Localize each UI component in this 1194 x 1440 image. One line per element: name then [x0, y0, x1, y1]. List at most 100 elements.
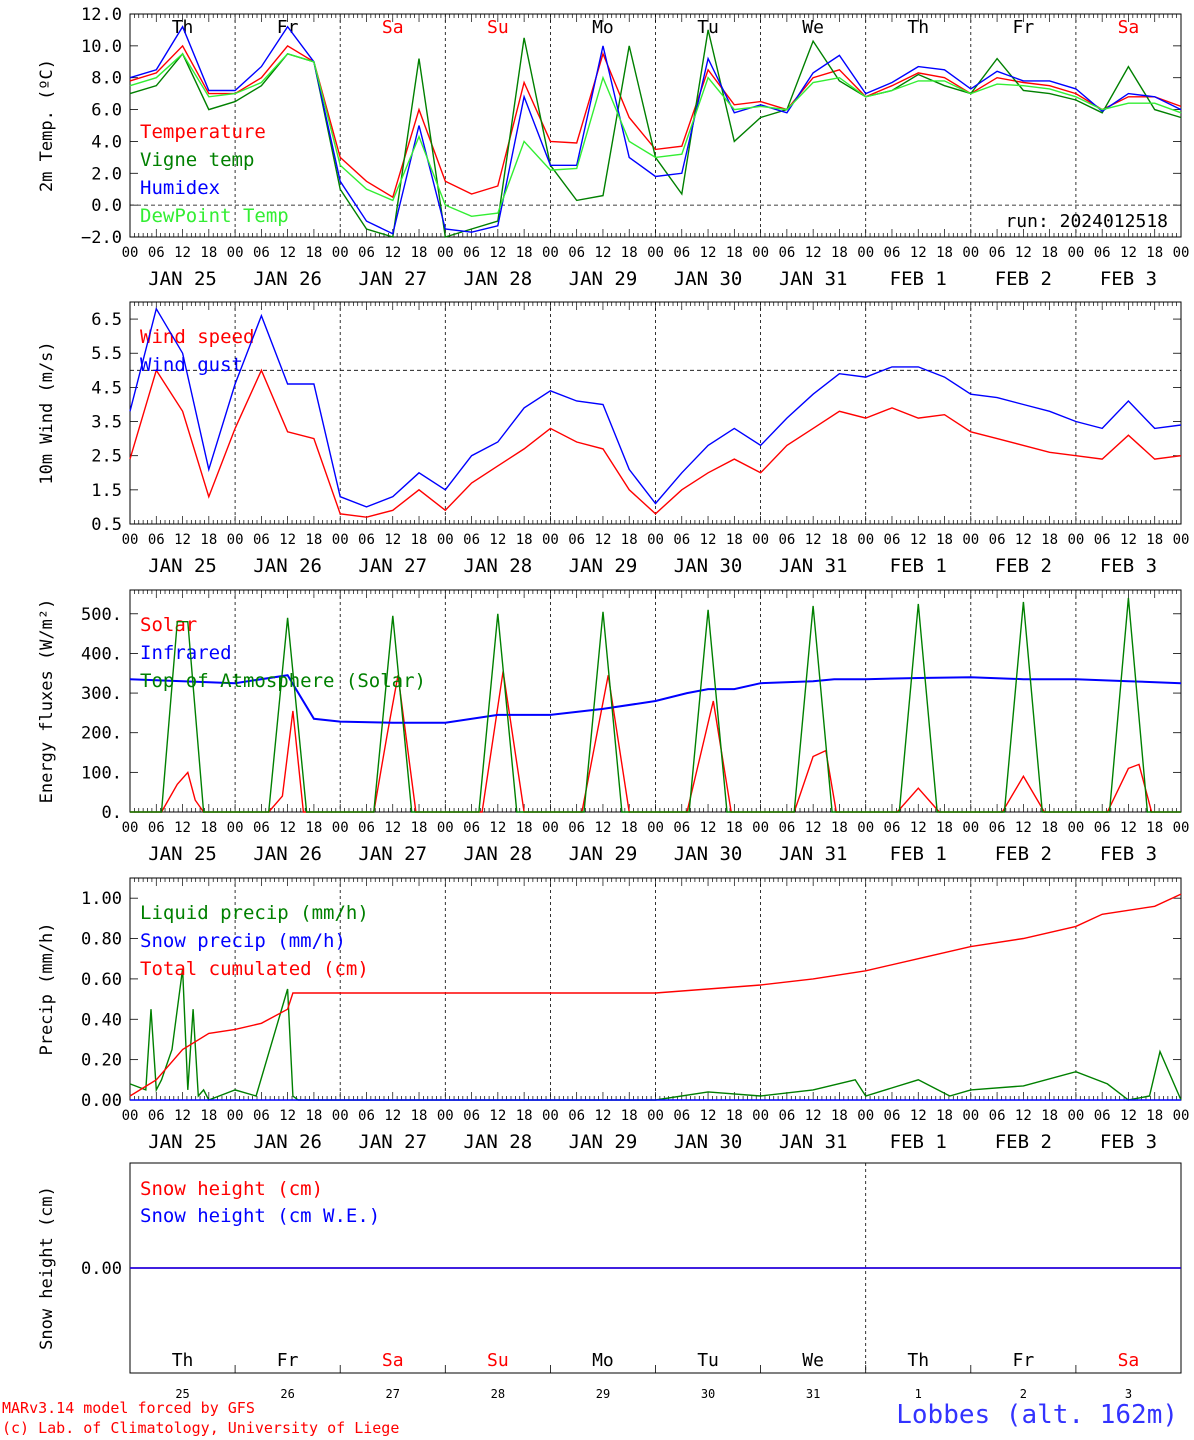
hour-label: 06: [884, 820, 901, 836]
model-credit: MARv3.14 model forced by GFS: [2, 1399, 255, 1417]
day-number-label: 27: [386, 1387, 400, 1400]
hour-label: 12: [805, 532, 822, 548]
y-tick-label: 0.00: [81, 1259, 122, 1279]
day-name-label: Fr: [1013, 1350, 1035, 1371]
hour-label: 06: [148, 532, 165, 548]
hour-label: 00: [227, 245, 244, 261]
day-number-label: 1: [915, 1387, 922, 1400]
legend-entry: Solar: [140, 614, 197, 636]
date-label: JAN 28: [464, 1131, 533, 1153]
hour-label: 00: [437, 245, 454, 261]
legend-entry: Snow height (cm W.E.): [140, 1205, 380, 1227]
hour-label: 00: [857, 245, 874, 261]
day-number-label: 26: [280, 1387, 294, 1400]
legend-entry: Infrared: [140, 642, 232, 664]
hour-label: 00: [332, 1108, 349, 1124]
y-tick-label: 6.0: [91, 101, 122, 121]
day-number-label: 3: [1125, 1387, 1132, 1400]
hour-label: 00: [962, 1108, 979, 1124]
y-tick-label: 6.5: [91, 310, 122, 330]
legend-entry: Temperature: [140, 121, 266, 143]
hour-label: 06: [1094, 820, 1111, 836]
hour-label: 00: [647, 820, 664, 836]
hour-label: 12: [1120, 820, 1137, 836]
hour-label: 18: [621, 820, 638, 836]
hour-label: 00: [647, 532, 664, 548]
date-label: JAN 29: [569, 268, 638, 290]
date-label: FEB 2: [995, 268, 1052, 290]
date-label: JAN 28: [464, 843, 533, 865]
hour-label: 06: [884, 532, 901, 548]
legend-entry: Wind gust: [140, 354, 243, 376]
hour-label: 00: [1173, 532, 1190, 548]
y-axis-title: Snow height (cm): [37, 1186, 57, 1350]
day-number-label: 28: [491, 1387, 505, 1400]
y-tick-label: 0.: [102, 803, 122, 823]
hour-label: 00: [122, 1108, 139, 1124]
day-number-label: 30: [701, 1387, 715, 1400]
y-tick-label: 200.: [81, 724, 122, 744]
hour-label: 00: [857, 1108, 874, 1124]
hour-label: 12: [489, 245, 506, 261]
hour-label: 18: [621, 245, 638, 261]
hour-label: 12: [595, 1108, 612, 1124]
hour-label: 06: [253, 820, 270, 836]
day-name-label: Mo: [592, 1350, 614, 1371]
hour-label: 00: [542, 532, 559, 548]
hour-label: 18: [621, 532, 638, 548]
date-label: JAN 27: [358, 843, 427, 865]
hour-label: 00: [437, 532, 454, 548]
date-label: FEB 3: [1100, 843, 1157, 865]
date-label: FEB 1: [890, 1131, 947, 1153]
hour-label: 06: [989, 532, 1006, 548]
day-name-label: Mo: [592, 17, 614, 38]
hour-label: 00: [647, 1108, 664, 1124]
date-label: JAN 30: [674, 843, 743, 865]
hour-label: 00: [542, 820, 559, 836]
hour-label: 12: [174, 1108, 191, 1124]
hour-label: 06: [673, 532, 690, 548]
hour-label: 12: [1120, 532, 1137, 548]
hour-label: 06: [1094, 532, 1111, 548]
hour-label: 12: [910, 1108, 927, 1124]
day-number-label: 29: [596, 1387, 610, 1400]
day-name-label: Tu: [697, 17, 719, 38]
hour-label: 12: [489, 532, 506, 548]
hour-label: 12: [1015, 820, 1032, 836]
date-label: JAN 27: [358, 555, 427, 577]
hour-label: 06: [148, 245, 165, 261]
date-label: JAN 26: [253, 268, 322, 290]
hour-label: 18: [726, 1108, 743, 1124]
hour-label: 18: [516, 820, 533, 836]
hour-label: 12: [174, 532, 191, 548]
y-tick-label: 4.0: [91, 132, 122, 152]
hour-label: 18: [516, 1108, 533, 1124]
hour-label: 12: [805, 245, 822, 261]
hour-label: 12: [595, 245, 612, 261]
hour-label: 18: [411, 532, 428, 548]
date-label: JAN 27: [358, 268, 427, 290]
hour-label: 18: [516, 532, 533, 548]
hour-label: 06: [568, 1108, 585, 1124]
hour-label: 00: [1067, 532, 1084, 548]
day-name-label: Su: [487, 17, 509, 38]
hour-label: 06: [463, 1108, 480, 1124]
hour-label: 12: [489, 1108, 506, 1124]
hour-label: 00: [122, 820, 139, 836]
hour-label: 18: [831, 820, 848, 836]
hour-label: 12: [700, 245, 717, 261]
hour-label: 00: [122, 245, 139, 261]
hour-label: 06: [989, 820, 1006, 836]
hour-label: 12: [279, 1108, 296, 1124]
hour-label: 06: [989, 245, 1006, 261]
hour-label: 00: [752, 532, 769, 548]
y-tick-label: 1.00: [81, 889, 122, 909]
date-label: JAN 25: [148, 843, 217, 865]
date-label: JAN 26: [253, 555, 322, 577]
hour-label: 06: [253, 1108, 270, 1124]
y-tick-label: 3.5: [91, 413, 122, 433]
y-tick-label: 500.: [81, 605, 122, 625]
day-name-label: Th: [907, 1350, 929, 1371]
hour-label: 18: [200, 1108, 217, 1124]
hour-label: 06: [358, 245, 375, 261]
